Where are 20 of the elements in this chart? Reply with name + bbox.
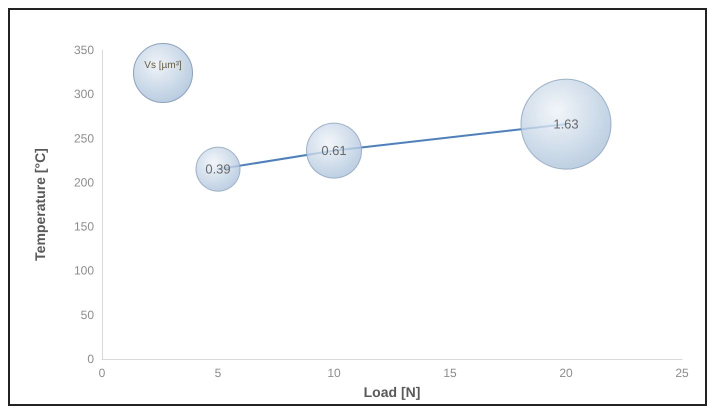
x-tick-label: 25: [675, 366, 689, 380]
data-label: 0.61: [321, 143, 347, 158]
x-tick-label: 10: [327, 366, 341, 380]
y-axis-title: Temperature [°C]: [32, 148, 48, 261]
y-tick-label: 100: [74, 264, 94, 278]
y-tick-label: 250: [74, 131, 94, 146]
x-tick-label: 15: [443, 366, 457, 380]
y-tick-label: 200: [74, 175, 94, 190]
x-tick-label: 20: [559, 366, 573, 380]
y-tick-label: 50: [80, 308, 94, 322]
x-axis-title: Load [N]: [364, 384, 420, 400]
y-tick-label: 0: [87, 352, 94, 366]
legend-title: Vs [µm³]: [143, 59, 183, 73]
data-label: 0.39: [205, 162, 231, 177]
y-tick-label: 150: [74, 220, 94, 234]
data-label: 1.63: [553, 116, 579, 132]
x-tick-label: 0: [98, 366, 106, 380]
x-tick-label: 5: [214, 366, 222, 380]
y-tick-label: 300: [74, 87, 94, 102]
y-tick-label: 350: [74, 43, 94, 57]
